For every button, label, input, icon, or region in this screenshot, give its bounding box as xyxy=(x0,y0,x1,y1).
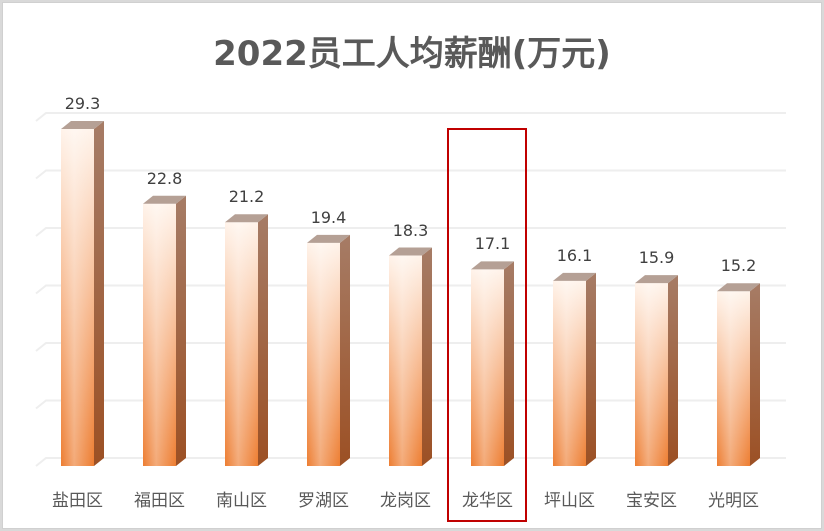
gridline xyxy=(35,227,786,237)
data-label: 15.2 xyxy=(720,256,757,276)
data-label: 18.3 xyxy=(392,220,429,240)
data-label: 21.2 xyxy=(228,187,265,207)
bar-3 xyxy=(307,234,350,466)
gridline xyxy=(35,342,786,352)
bar-1 xyxy=(143,195,186,467)
category-label: 福田区 xyxy=(134,491,185,511)
category-label: 南山区 xyxy=(216,491,267,511)
category-label: 盐田区 xyxy=(52,491,103,511)
bar-8 xyxy=(717,283,760,466)
bar-0 xyxy=(61,121,104,467)
data-label: 22.8 xyxy=(146,168,183,188)
bars xyxy=(61,121,760,467)
bar-2 xyxy=(225,214,268,466)
category-label: 宝安区 xyxy=(626,491,677,511)
category-label: 光明区 xyxy=(708,491,759,511)
gridline xyxy=(35,284,786,295)
data-label: 16.1 xyxy=(556,245,593,265)
gridline xyxy=(35,399,786,410)
bar-7 xyxy=(635,275,678,466)
gridline xyxy=(35,457,786,467)
data-label: 19.4 xyxy=(310,207,347,227)
gridline xyxy=(35,169,786,180)
data-label: 15.9 xyxy=(638,248,675,268)
bar-6 xyxy=(553,272,596,466)
bar-4 xyxy=(389,247,432,466)
gridlines xyxy=(35,112,786,467)
data-label: 29.3 xyxy=(64,94,101,114)
category-label: 龙华区 xyxy=(462,491,513,511)
category-label: 龙岗区 xyxy=(380,491,431,511)
bar-5 xyxy=(471,261,514,466)
gridline xyxy=(35,112,786,122)
chart-title: 2022员工人均薪酬(万元) xyxy=(213,34,611,74)
category-label: 坪山区 xyxy=(544,491,595,511)
category-label: 罗湖区 xyxy=(298,491,349,511)
highlight-box-longhua xyxy=(447,128,527,522)
data-label: 17.1 xyxy=(474,234,511,254)
